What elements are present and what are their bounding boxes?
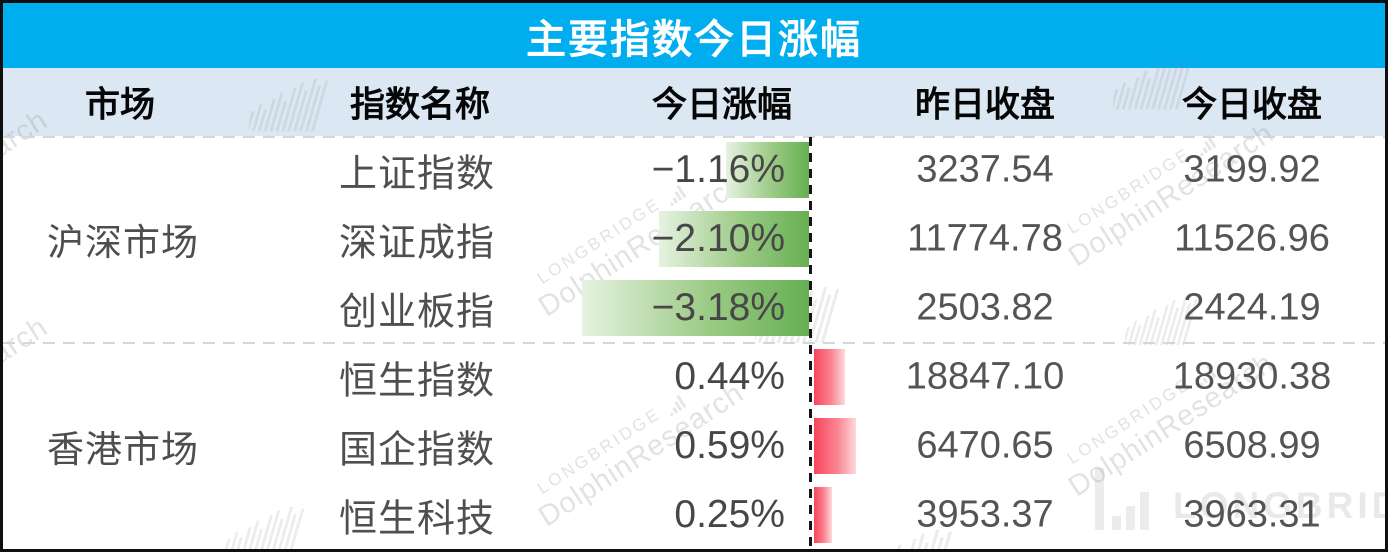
today-close-cell: 6508.99 [1183,424,1321,467]
column-header-row: 市场 指数名称 今日涨幅 昨日收盘 今日收盘 [3,68,1385,136]
change-bar-positive [814,348,845,405]
title-bar: 主要指数今日涨幅 [3,3,1385,68]
zero-axis-line [809,137,812,549]
market-group-cn: 沪深市场 上证指数 −1.16% 3237.54 3199.92 深证成指 −2… [3,136,1385,343]
index-name: 国企指数 [339,429,496,472]
table-body: 沪深市场 上证指数 −1.16% 3237.54 3199.92 深证成指 −2… [3,136,1385,549]
market-label: 香港市场 [47,428,199,470]
change-cell: 0.44% [674,354,785,398]
header-separator-line [3,136,1385,138]
today-close-cell: 3963.31 [1183,493,1321,536]
prev-close-cell: 6470.65 [916,424,1054,467]
today-close-cell: 11526.96 [1174,217,1330,260]
page-title: 主要指数今日涨幅 [526,17,862,62]
prev-close-cell: 3237.54 [916,148,1054,191]
today-close-cell: 3199.92 [1183,148,1321,191]
prev-close-cell: 11774.78 [907,217,1063,260]
table-row: 恒生科技 0.25% 3953.37 3963.31 [3,480,1385,549]
market-groups: 沪深市场 上证指数 −1.16% 3237.54 3199.92 深证成指 −2… [3,136,1385,549]
change-bar-negative [659,211,809,268]
change-cell: −2.10% [651,217,785,261]
change-bar-negative [726,142,809,199]
market-group-hk: 香港市场 恒生指数 0.44% 18847.10 18930.38 国企指数 0… [3,343,1385,550]
prev-close-cell: 2503.82 [916,286,1054,329]
change-cell: −1.16% [651,148,785,192]
table-row: 创业板指 −3.18% 2503.82 2424.19 [3,274,1385,343]
index-name: 恒生指数 [339,360,496,403]
column-header-today-close: 今日收盘 [1181,85,1322,125]
change-cell: 0.25% [674,492,785,536]
today-close-cell: 18930.38 [1172,355,1332,398]
change-cell: 0.59% [674,423,785,467]
change-bar-positive [814,417,856,474]
column-header-prev-close: 昨日收盘 [914,85,1055,125]
table-row: 深证成指 −2.10% 11774.78 11526.96 [3,205,1385,274]
index-name: 上证指数 [339,153,496,196]
column-header-index-name: 指数名称 [349,85,490,125]
table-row: 恒生指数 0.44% 18847.10 18930.38 [3,343,1385,412]
table-row: 国企指数 0.59% 6470.65 6508.99 [3,411,1385,480]
prev-close-cell: 18847.10 [905,355,1065,398]
today-close-cell: 2424.19 [1183,286,1321,329]
change-cell: −3.18% [651,286,785,330]
group-separator-line [3,342,1385,344]
prev-close-cell: 3953.37 [916,493,1054,536]
column-header-today-change: 今日涨幅 [651,85,792,125]
table-row: 上证指数 −1.16% 3237.54 3199.92 [3,136,1385,205]
index-name: 深证成指 [339,222,496,265]
index-name: 恒生科技 [339,498,496,541]
column-header-market: 市场 [84,85,155,125]
change-bar-positive [814,486,832,543]
market-label: 沪深市场 [47,222,199,264]
index-name: 创业板指 [339,291,496,334]
